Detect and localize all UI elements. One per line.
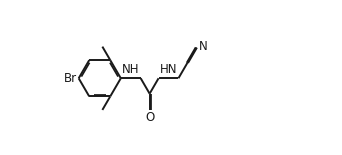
Text: Br: Br bbox=[64, 72, 77, 85]
Text: N: N bbox=[198, 40, 207, 53]
Text: NH: NH bbox=[122, 63, 140, 76]
Text: HN: HN bbox=[160, 63, 177, 76]
Text: O: O bbox=[145, 111, 154, 124]
